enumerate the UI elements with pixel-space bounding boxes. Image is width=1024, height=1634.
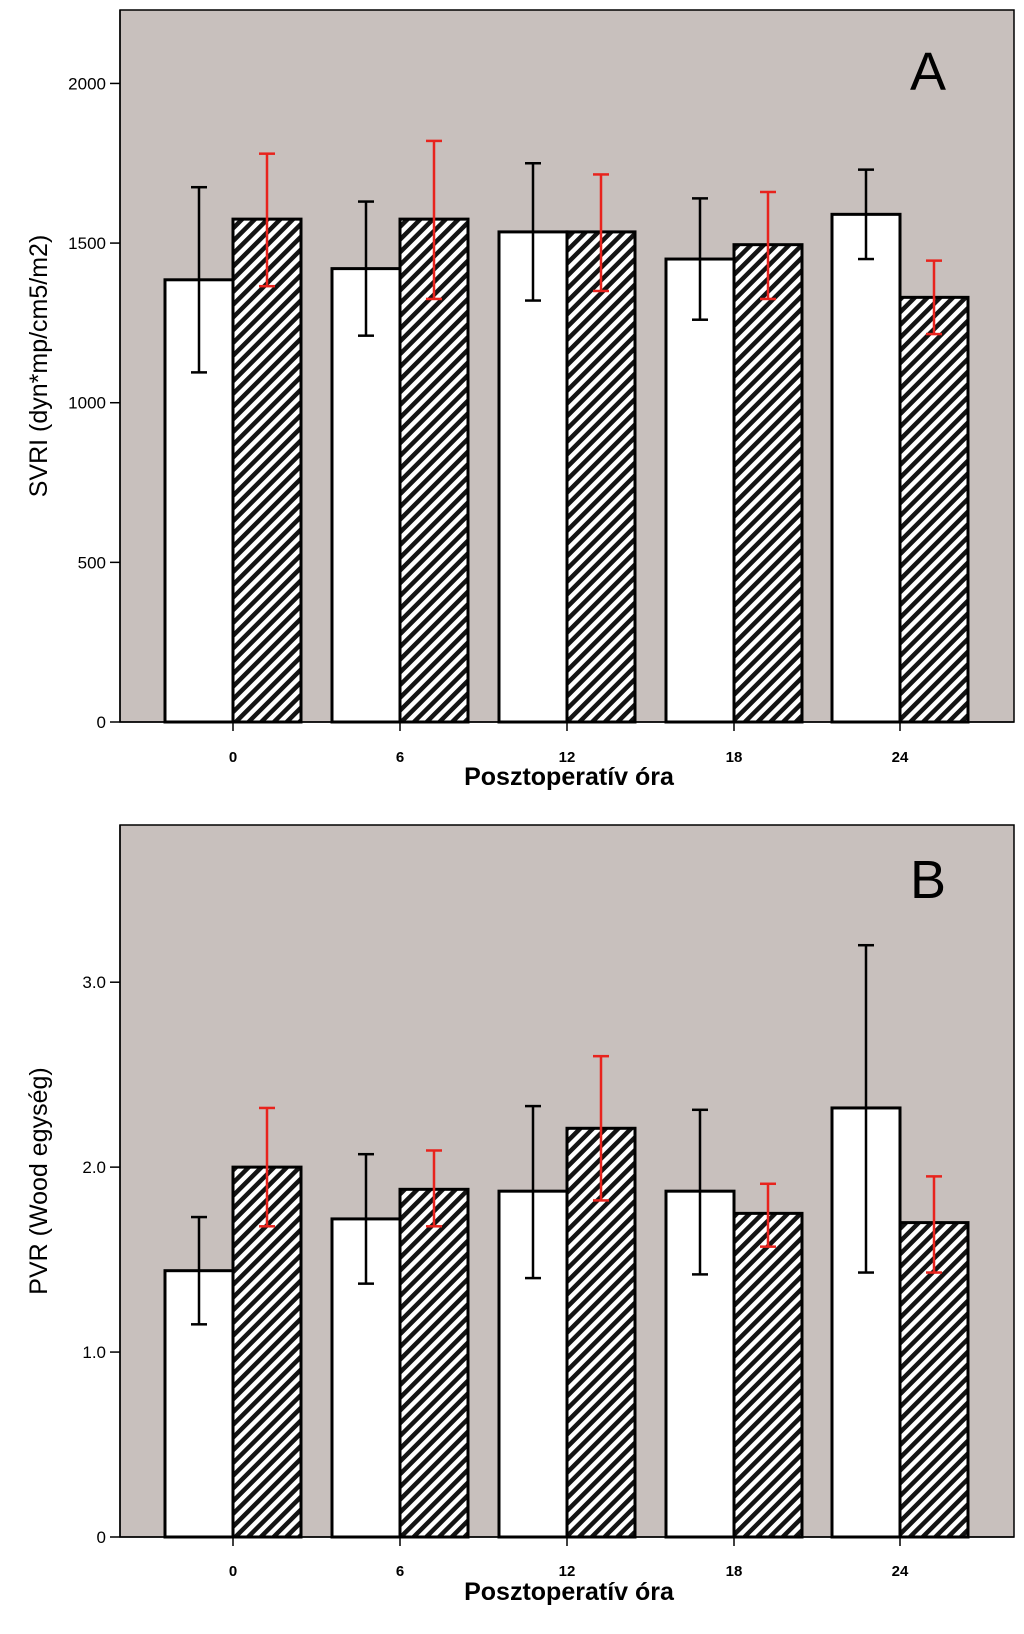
bar-group-2-0 [231, 217, 303, 724]
x-tick-label: 18 [726, 1563, 743, 1580]
y-tick-label: 3.0 [82, 973, 106, 992]
bar-group-1-24 [830, 212, 902, 724]
x-tick-label: 24 [892, 749, 909, 766]
x-axis-title: Posztoperatív óra [464, 1578, 675, 1606]
bar-group-2-12 [565, 230, 637, 724]
y-tick-label: 1.0 [82, 1343, 106, 1362]
bar-group-2-0 [231, 1165, 303, 1539]
y-axis-title: SVRI (dyn*mp/cm5/m2) [25, 235, 53, 498]
x-tick-label: 6 [396, 749, 404, 766]
y-tick-label: 1500 [68, 234, 106, 253]
y-tick-label: 2.0 [82, 1158, 106, 1177]
bar-group-2-6 [398, 1187, 470, 1539]
x-tick-label: 6 [396, 1563, 404, 1580]
x-tick-label: 24 [892, 1563, 909, 1580]
bar-group-1-0 [163, 1269, 235, 1539]
chart-panel-b: 0 1.0 2.0 3.0 0 6 12 18 24 Posztoperatív óra PVR (… [25, 824, 1015, 1606]
y-axis-title: PVR (Wood egység) [25, 1067, 53, 1294]
x-tick-label: 0 [229, 1563, 237, 1580]
x-tick-label: 0 [229, 749, 237, 766]
bar-group-2-18 [732, 243, 804, 724]
panel-letter: A [910, 42, 946, 102]
chart-panel-a: 0 500 1000 1500 2000 0 6 12 18 24 Posztoperatív ór… [25, 9, 1015, 791]
x-tick-label: 12 [559, 1563, 576, 1580]
x-axis-title: Posztoperatív óra [464, 763, 675, 791]
y-tick-label: 500 [78, 553, 106, 572]
x-tick-label: 18 [726, 749, 743, 766]
bar-group-1-12 [497, 230, 569, 724]
bar-group-2-18 [732, 1211, 804, 1539]
y-tick-label: 0 [97, 1528, 106, 1547]
bar-group-2-24 [898, 1221, 970, 1539]
bar-group-2-24 [898, 295, 970, 724]
y-tick-label: 0 [97, 713, 106, 732]
x-tick-label: 12 [559, 749, 576, 766]
y-tick-label: 1000 [68, 394, 106, 413]
panel-letter: B [910, 850, 946, 910]
y-tick-label: 2000 [68, 74, 106, 93]
bar-group-1-18 [664, 257, 736, 724]
